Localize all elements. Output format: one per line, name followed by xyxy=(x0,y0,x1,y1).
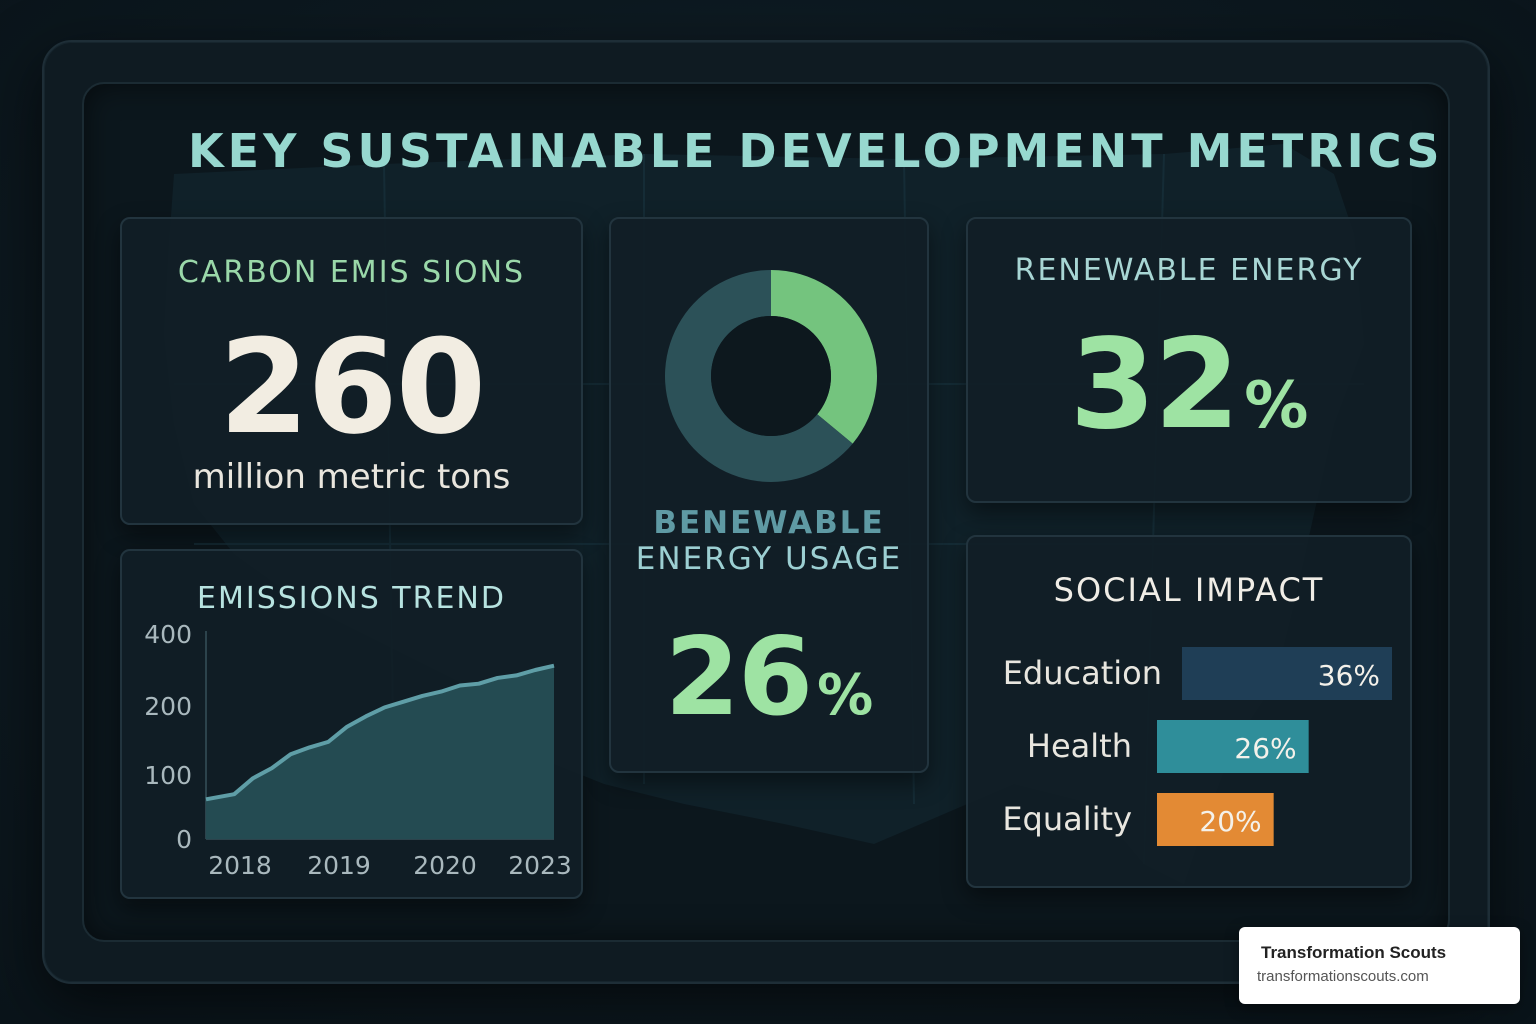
renewable-usage-number: 26 xyxy=(664,615,813,740)
social-bar-health xyxy=(1157,720,1309,773)
renewable-usage-value: 26% xyxy=(611,615,927,740)
social-category-label: Equality xyxy=(1002,800,1132,838)
emissions-trend-chart: 0 100 200 400 2018 2019 2020 2023 xyxy=(144,620,572,880)
renewable-usage-label: BENEWABLE ENERGY USAGE xyxy=(611,505,927,577)
renewable-energy-number: 32 xyxy=(1069,313,1241,457)
trend-y-tick-label: 200 xyxy=(144,692,192,721)
carbon-emissions-label: CARBON EMIS SIONS xyxy=(177,255,526,290)
trend-x-tick-label: 2020 xyxy=(413,851,477,880)
social-category-label: Education xyxy=(1003,654,1162,692)
trend-line xyxy=(205,663,555,802)
renewable-usage-percent-sign: % xyxy=(817,663,874,728)
renewable-usage-label-line2: ENERGY USAGE xyxy=(635,541,903,577)
donut-slice-0 xyxy=(771,270,877,444)
renewable-energy-panel: RENEWABLE ENERGY 32% xyxy=(966,217,1412,503)
trend-y-tick-label: 400 xyxy=(144,620,192,649)
social-bar-value-label: 26% xyxy=(1234,732,1296,765)
page-title: KEY SUSTAINABLE DEVELOPMENT METRICS xyxy=(188,124,1444,178)
trend-y-tick-label: 0 xyxy=(176,825,192,854)
donut-hole xyxy=(711,316,831,436)
social-impact-title: SOCIAL IMPACT xyxy=(1053,571,1325,609)
carbon-emissions-unit: million metric tons xyxy=(192,457,511,497)
renewable-energy-label: RENEWABLE ENERGY xyxy=(1014,253,1364,288)
trend-x-tick-label: 2018 xyxy=(208,851,272,880)
trend-x-tick-label: 2019 xyxy=(307,851,371,880)
brand-name: Transformation Scouts xyxy=(1261,943,1447,962)
trend-y-tick-label: 100 xyxy=(144,761,192,790)
renewable-usage-panel: BENEWABLE ENERGY USAGE 26% xyxy=(609,217,929,773)
renewable-usage-label-line1: BENEWABLE xyxy=(653,505,885,541)
social-category-label: Health xyxy=(1027,727,1132,765)
renewable-energy-value: 32% xyxy=(968,313,1410,457)
brand-card[interactable]: Transformation Scouts transformationscou… xyxy=(1239,927,1520,1004)
social-bar-education xyxy=(1182,647,1392,700)
social-impact-chart: Education 36% Health 26% Equality 20% xyxy=(1002,647,1392,846)
social-impact-panel: SOCIAL IMPACT Education 36% Health 26% Equal… xyxy=(966,535,1412,888)
renewable-energy-percent-sign: % xyxy=(1244,369,1309,443)
social-bar-value-label: 36% xyxy=(1318,659,1380,692)
emissions-trend-panel: EMISSIONS TREND 0 100 200 400 2018 2019 2020 20… xyxy=(120,549,583,899)
trend-x-tick-label: 2023 xyxy=(508,851,572,880)
social-bar-value-label: 20% xyxy=(1199,805,1261,838)
brand-url[interactable]: transformationscouts.com xyxy=(1257,968,1429,985)
renewable-usage-donut xyxy=(665,270,877,483)
carbon-emissions-panel: CARBON EMIS SIONS 260 million metric ton… xyxy=(120,217,583,525)
donut-slice-1 xyxy=(665,270,853,483)
emissions-trend-title: EMISSIONS TREND xyxy=(197,581,506,616)
trend-area xyxy=(206,665,554,839)
social-bar-equality xyxy=(1157,793,1274,846)
carbon-emissions-value: 260 xyxy=(218,311,486,463)
